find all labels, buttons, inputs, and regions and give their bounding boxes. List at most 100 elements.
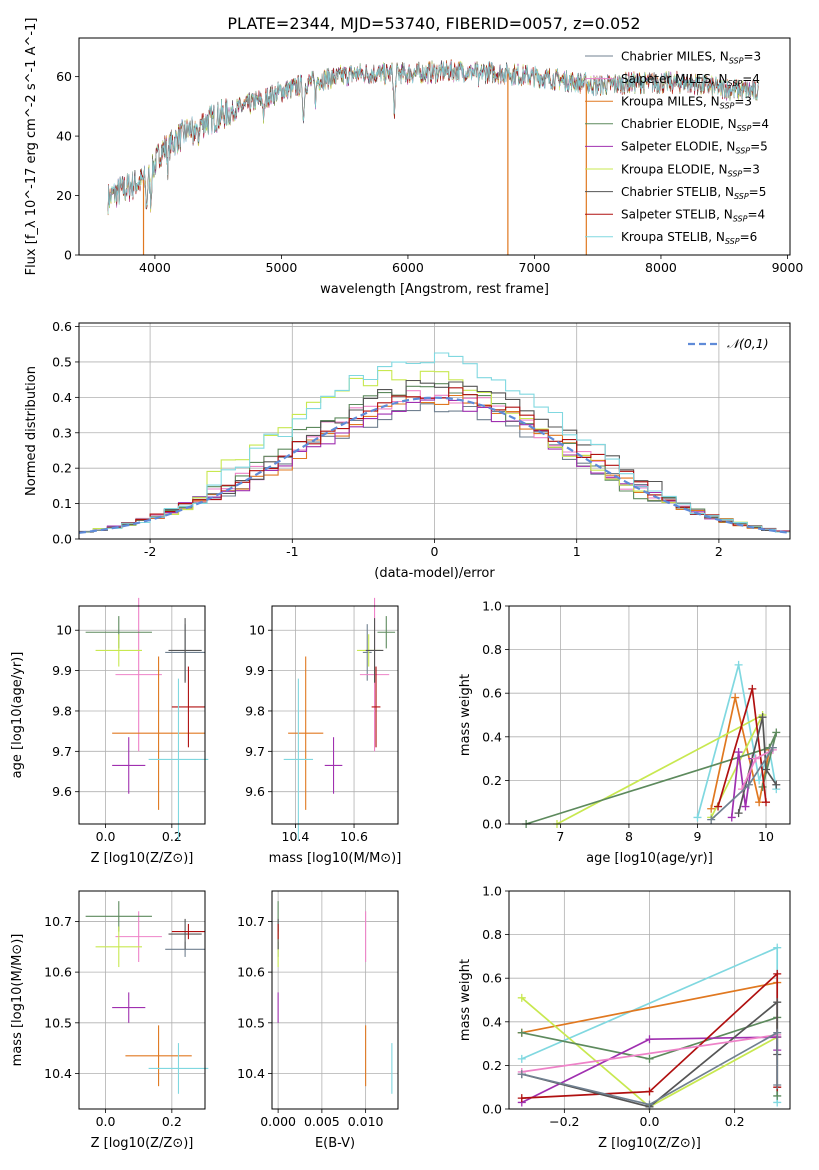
mass-weight-marker [727, 813, 736, 822]
legend-label: Kroupa MILES, NSSP=3 [621, 95, 752, 111]
x-tick-label: 10 [758, 829, 774, 844]
spectrum-panel: 4000 5000 6000 7000 8000 9000 0 20 40 60 wavelengt… [24, 18, 803, 297]
spectrum-line-9 [107, 60, 759, 215]
mass-weight-marker [645, 1100, 654, 1109]
mass-weight-marker [645, 1054, 654, 1063]
normal-reference-curve [78, 396, 791, 534]
mass-weight-marker [731, 693, 740, 702]
x-tick-label: 0.2 [725, 1114, 745, 1129]
y-tick-label: 9.9 [245, 663, 265, 678]
x-tick-label: 0.000 [260, 1114, 296, 1129]
x-tick-label: 0.0 [96, 1114, 116, 1129]
mass-weight-marker [758, 713, 767, 722]
y-tick-label: 10.5 [237, 1015, 265, 1030]
mass-weight-line-8 [521, 1034, 778, 1073]
mass-weight-line-4 [525, 732, 778, 825]
y-axis-label: mass [log10(M/M⊙)] [10, 934, 25, 1067]
mass-weight-marker [773, 1081, 782, 1090]
mass-weight-marker [773, 969, 782, 978]
y-tick-label: 0.5 [52, 354, 72, 369]
legend-label: Salpeter STELIB, NSSP=4 [621, 208, 765, 224]
x-tick-label: 7 [556, 829, 564, 844]
mass-weight-marker [744, 780, 753, 789]
mass-weight-marker [734, 660, 743, 669]
y-tick-label: 0.2 [52, 461, 72, 476]
y-tick-label: 1.0 [482, 884, 502, 899]
y-tick-label: 9.9 [52, 663, 72, 678]
mass-weight-line-7 [521, 1000, 779, 1108]
x-tick-label: -2 [144, 544, 156, 559]
legend-label: Chabrier ELODIE, NSSP=4 [621, 117, 769, 133]
mass-weight-marker [734, 809, 743, 818]
mass-weight-marker [768, 743, 777, 752]
mass-weight-marker [773, 1091, 782, 1100]
plot-frame [78, 890, 206, 1110]
y-tick-label: 1.0 [482, 599, 502, 614]
y-tick-label: 9.6 [245, 784, 265, 799]
y-tick-label: 10.4 [237, 1066, 265, 1081]
y-tick-label: 0.0 [482, 817, 502, 832]
x-tick-label: 5000 [266, 260, 298, 275]
x-tick-label: 4000 [139, 260, 171, 275]
mass-weight-marker [707, 804, 716, 813]
plot-frame [271, 890, 399, 1110]
age-vs-mass-panel: 10.4 10.6 9.6 9.7 9.8 9.9 10 mass [log10(M/M⊙)] [245, 597, 401, 866]
y-tick-label: 0.6 [52, 319, 72, 334]
plot-frame [508, 890, 791, 1110]
x-tick-label: −0.2 [549, 1114, 579, 1129]
legend-label: 𝒩(0,1) [727, 336, 769, 351]
y-tick-label: 0.4 [52, 390, 72, 405]
mass-weight-marker [772, 780, 781, 789]
mass-weight-marker [755, 798, 764, 807]
mass-weight-marker [645, 1035, 654, 1044]
mass-weight-marker [517, 993, 526, 1002]
age-vs-metallicity-panel: 0.0 0.2 9.6 9.7 9.8 9.9 10 Z [log10(Z/Z⊙)] age [… [10, 597, 209, 866]
y-tick-label: 0.6 [482, 686, 502, 701]
x-tick-label: 8000 [645, 260, 677, 275]
mass-weight-marker [693, 813, 702, 822]
y-tick-label: 0.4 [482, 1014, 502, 1029]
legend-label: Chabrier STELIB, NSSP=5 [621, 185, 766, 201]
y-tick-label: 10 [56, 623, 72, 638]
x-tick-label: 1 [573, 544, 581, 559]
mass-weight-line-9 [521, 1031, 779, 1106]
x-tick-label: 10.6 [340, 829, 368, 844]
mass-weight-marker [773, 943, 782, 952]
y-axis-label: age [log10(age/yr)] [10, 652, 25, 779]
plot-frame [271, 605, 399, 825]
x-tick-label: 0.0 [640, 1114, 660, 1129]
legend-label: Chabrier MILES, NSSP=3 [621, 49, 761, 65]
mass-weight-marker [748, 684, 757, 693]
legend-label: Salpeter ELODIE, NSSP=5 [621, 140, 768, 156]
mass-vs-reddening-panel: 0.000 0.005 0.010 10.4 10.5 10.6 10.7 E(B-V) [237, 890, 399, 1151]
x-axis-label: age [log10(age/yr)] [586, 851, 713, 866]
y-axis-label: mass weight [458, 959, 473, 1041]
mass-weight-vs-age-panel: 7 8 9 10 0.0 0.2 0.4 0.6 0.8 1.0 age [log10(age/yr… [458, 599, 791, 866]
figure-title: PLATE=2344, MJD=53740, FIBERID=0057, z=0… [227, 14, 640, 33]
plot-frame [78, 322, 791, 540]
legend-label: Kroupa STELIB, NSSP=6 [621, 230, 757, 246]
mass-weight-marker [645, 1087, 654, 1096]
y-tick-label: 9.6 [52, 784, 72, 799]
x-tick-label: 7000 [519, 260, 551, 275]
mass-weight-vs-metallicity-panel: −0.2 0.0 0.2 0.0 0.2 0.4 0.6 0.8 1.0 Z [log10(Z/Z… [458, 884, 791, 1151]
y-tick-label: 0.8 [482, 642, 502, 657]
mass-weight-marker [707, 815, 716, 824]
mass-weight-line-3 [556, 713, 765, 825]
x-axis-label: Z [log10(Z/Z⊙)] [91, 851, 194, 866]
x-tick-label: 0.2 [162, 1114, 182, 1129]
x-tick-label: 0 [431, 544, 439, 559]
x-axis-label: Z [log10(Z/Z⊙)] [91, 1136, 194, 1151]
y-tick-label: 0.4 [482, 729, 502, 744]
mass-weight-marker [751, 754, 760, 763]
y-tick-label: 10.6 [237, 965, 265, 980]
y-tick-label: 10 [249, 623, 265, 638]
y-tick-label: 10.6 [44, 965, 72, 980]
y-axis-label: mass weight [458, 674, 473, 756]
y-tick-label: 60 [56, 69, 72, 84]
x-tick-label: 0.010 [348, 1114, 384, 1129]
x-tick-label: -1 [286, 544, 298, 559]
mass-weight-line-7 [737, 716, 778, 814]
plot-frame [78, 605, 206, 825]
mass-weight-marker [714, 802, 723, 811]
